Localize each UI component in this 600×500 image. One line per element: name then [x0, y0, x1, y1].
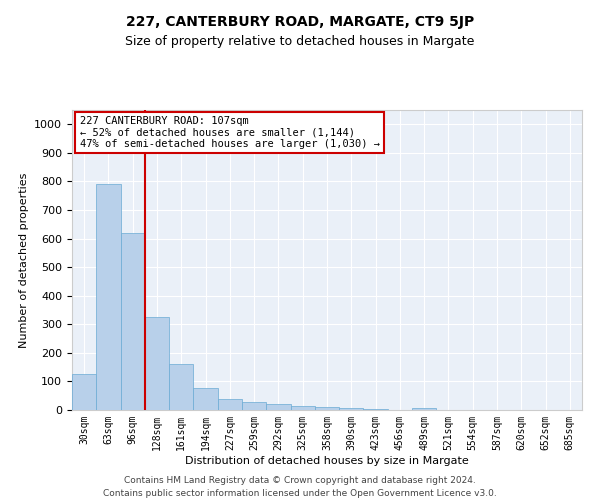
Bar	[193, 388, 218, 410]
Text: 227, CANTERBURY ROAD, MARGATE, CT9 5JP: 227, CANTERBURY ROAD, MARGATE, CT9 5JP	[126, 15, 474, 29]
Bar	[315, 406, 339, 410]
Text: Contains HM Land Registry data © Crown copyright and database right 2024.
Contai: Contains HM Land Registry data © Crown c…	[103, 476, 497, 498]
X-axis label: Distribution of detached houses by size in Margate: Distribution of detached houses by size …	[185, 456, 469, 466]
Bar	[339, 408, 364, 410]
Bar	[412, 408, 436, 410]
Y-axis label: Number of detached properties: Number of detached properties	[19, 172, 29, 348]
Bar	[364, 408, 388, 410]
Bar	[266, 404, 290, 410]
Bar	[145, 317, 169, 410]
Text: 227 CANTERBURY ROAD: 107sqm
← 52% of detached houses are smaller (1,144)
47% of : 227 CANTERBURY ROAD: 107sqm ← 52% of det…	[80, 116, 380, 149]
Bar	[121, 233, 145, 410]
Bar	[290, 406, 315, 410]
Bar	[242, 402, 266, 410]
Bar	[96, 184, 121, 410]
Bar	[72, 374, 96, 410]
Bar	[218, 398, 242, 410]
Text: Size of property relative to detached houses in Margate: Size of property relative to detached ho…	[125, 35, 475, 48]
Bar	[169, 364, 193, 410]
